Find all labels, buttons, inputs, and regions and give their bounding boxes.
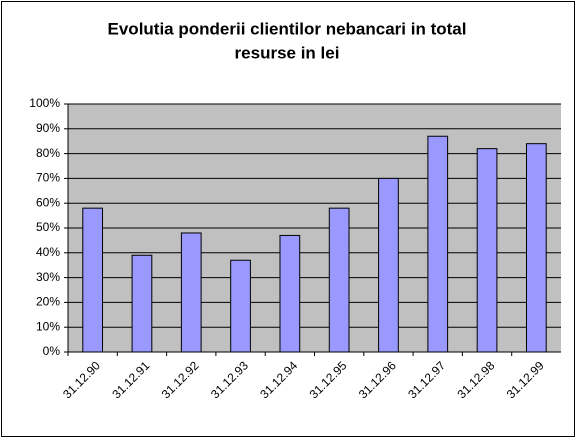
y-tick-label: 50% [36, 220, 60, 234]
bar [378, 177, 399, 353]
y-tick-label: 90% [36, 121, 60, 135]
bar [525, 143, 547, 353]
y-tick-label: 70% [36, 171, 60, 185]
chart-title: Evolutia ponderii clientilor nebancari i… [108, 19, 467, 38]
y-tick-label: 0% [43, 344, 61, 358]
bar [279, 234, 301, 353]
bar [328, 207, 350, 353]
bar [82, 207, 104, 353]
y-tick-label: 60% [36, 195, 60, 209]
y-tick-label: 30% [36, 270, 60, 284]
bar [131, 254, 153, 353]
y-tick-label: 40% [36, 245, 60, 259]
bar [180, 232, 202, 353]
chart-title: resurse in lei [235, 43, 340, 62]
y-tick-label: 80% [36, 146, 60, 160]
y-tick-label: 20% [36, 295, 60, 309]
bar [476, 148, 498, 353]
bar [427, 135, 449, 353]
y-tick-label: 100% [29, 96, 60, 110]
y-tick-label: 10% [36, 319, 60, 333]
bar [230, 259, 251, 353]
